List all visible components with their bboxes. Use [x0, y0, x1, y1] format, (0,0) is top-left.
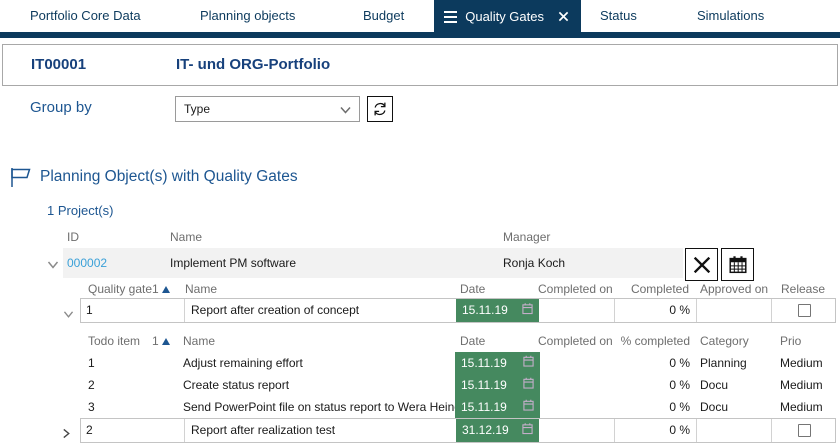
chevron-right-icon[interactable]	[62, 426, 71, 444]
col-date: Date	[460, 334, 486, 348]
project-row[interactable]: 000002 Implement PM software Ronja Koch	[63, 248, 683, 278]
todo-number: 1	[88, 356, 95, 370]
close-tab-icon[interactable]	[558, 11, 569, 22]
col-todo-item: Todo item	[88, 334, 141, 348]
todo-category: Planning	[700, 356, 747, 370]
flag-icon	[9, 167, 32, 193]
todo-table-header: Todo item 1 Name Date Completed on % com…	[80, 334, 836, 349]
release-cell	[771, 299, 837, 322]
tab-label: Quality Gates	[465, 9, 544, 24]
group-by-selected-value: Type	[184, 102, 211, 116]
todo-category: Docu	[700, 378, 729, 392]
col-id: ID	[67, 230, 79, 244]
gate-date-field[interactable]: 31.12.19	[456, 419, 539, 442]
group-by-select[interactable]: Type	[175, 96, 360, 122]
portfolio-id: IT00001	[31, 56, 87, 73]
todo-category: Docu	[700, 400, 729, 414]
delete-button[interactable]	[685, 248, 718, 281]
todo-prio: Medium	[780, 400, 823, 414]
tab-quality-gates[interactable]: Quality Gates	[434, 0, 581, 38]
col-completed: Completed	[630, 282, 689, 296]
col-completed-on: Completed on	[538, 282, 613, 296]
todo-name: Adjust remaining effort	[183, 356, 303, 370]
col-pct-completed: % completed	[620, 334, 690, 348]
gate-number: 2	[86, 423, 93, 437]
col-prio: Prio	[780, 334, 802, 348]
group-by-label: Group by	[30, 99, 92, 116]
calendar-icon	[728, 255, 747, 273]
refresh-button[interactable]	[367, 96, 393, 122]
gate-number: 1	[86, 303, 93, 317]
col-release: Release	[780, 282, 826, 296]
tab-bar: Portfolio Core Data Planning objects Bud…	[0, 0, 840, 38]
todo-date-field[interactable]: 15.11.19	[455, 396, 540, 418]
project-count: 1 Project(s)	[47, 203, 114, 218]
todo-date-field[interactable]: 15.11.19	[455, 352, 540, 374]
col-name: Name	[170, 230, 203, 244]
tab-planning-objects[interactable]: Planning objects	[200, 8, 296, 23]
calendar-icon[interactable]	[523, 396, 534, 418]
tab-status[interactable]: Status	[600, 8, 637, 23]
portfolio-name: IT- und ORG-Portfolio	[176, 56, 331, 73]
todo-row[interactable]: 2 Create status report 15.11.19 0 % Docu…	[80, 374, 836, 396]
project-manager: Ronja Koch	[503, 256, 566, 270]
release-checkbox[interactable]	[797, 304, 811, 318]
project-name: Implement PM software	[170, 256, 297, 270]
refresh-icon	[374, 102, 386, 116]
quality-gate-row[interactable]: 2 Report after realization test 31.12.19…	[80, 418, 836, 443]
gate-date-field[interactable]: 15.11.19	[456, 299, 539, 322]
col-category: Category	[700, 334, 749, 348]
calendar-icon[interactable]	[522, 299, 533, 322]
calendar-icon[interactable]	[522, 419, 533, 442]
col-date: Date	[460, 282, 486, 296]
todo-number: 2	[88, 378, 95, 392]
gate-name: Report after realization test	[191, 423, 336, 437]
todo-number: 3	[88, 400, 95, 414]
todo-prio: Medium	[780, 356, 823, 370]
todo-pct: 0 %	[669, 378, 690, 392]
gate-name: Report after creation of concept	[191, 303, 360, 317]
quality-gate-table-header: Quality gate 1 Name Date Completed on Co…	[80, 282, 836, 297]
todo-pct: 0 %	[669, 356, 690, 370]
portfolio-header: IT00001 IT- und ORG-Portfolio	[2, 44, 838, 86]
gate-completed: 0 %	[669, 303, 690, 317]
col-quality-gate: Quality gate	[88, 282, 153, 296]
col-name: Name	[185, 282, 218, 296]
todo-name: Create status report	[183, 378, 290, 392]
tab-bar-underline	[0, 32, 840, 38]
release-checkbox[interactable]	[797, 424, 811, 438]
calendar-button[interactable]	[721, 248, 754, 281]
sort-asc-icon	[161, 286, 170, 293]
col-approved-on: Approved on	[700, 282, 769, 296]
todo-prio: Medium	[780, 378, 823, 392]
chevron-down-icon	[340, 106, 351, 114]
release-cell	[771, 419, 837, 442]
tab-budget[interactable]: Budget	[363, 8, 405, 23]
tab-simulations[interactable]: Simulations	[697, 8, 765, 23]
menu-icon[interactable]	[444, 8, 458, 26]
todo-date-field[interactable]: 15.11.19	[455, 374, 540, 396]
quality-gate-row[interactable]: 1 Report after creation of concept 15.11…	[80, 298, 836, 323]
todo-pct: 0 %	[669, 400, 690, 414]
todo-name: Send PowerPoint file on status report to…	[183, 400, 461, 414]
todo-row[interactable]: 3 Send PowerPoint file on status report …	[80, 396, 836, 418]
calendar-icon[interactable]	[523, 374, 534, 396]
tab-portfolio-core-data[interactable]: Portfolio Core Data	[30, 8, 141, 23]
section-title: Planning Object(s) with Quality Gates	[40, 168, 298, 185]
col-name: Name	[183, 334, 216, 348]
sort-indicator[interactable]: 1	[152, 334, 170, 348]
chevron-down-icon[interactable]	[63, 306, 74, 324]
chevron-down-icon[interactable]	[47, 257, 59, 275]
x-icon	[693, 256, 710, 273]
sort-indicator[interactable]: 1	[152, 282, 170, 296]
sort-asc-icon	[161, 338, 170, 345]
todo-row[interactable]: 1 Adjust remaining effort 15.11.19 0 % P…	[80, 352, 836, 374]
col-completed-on: Completed on	[538, 334, 613, 348]
gate-completed: 0 %	[669, 423, 690, 437]
col-manager: Manager	[503, 230, 551, 244]
project-id-link[interactable]: 000002	[67, 256, 108, 270]
project-table-header: ID Name Manager	[0, 230, 840, 246]
calendar-icon[interactable]	[523, 352, 534, 374]
